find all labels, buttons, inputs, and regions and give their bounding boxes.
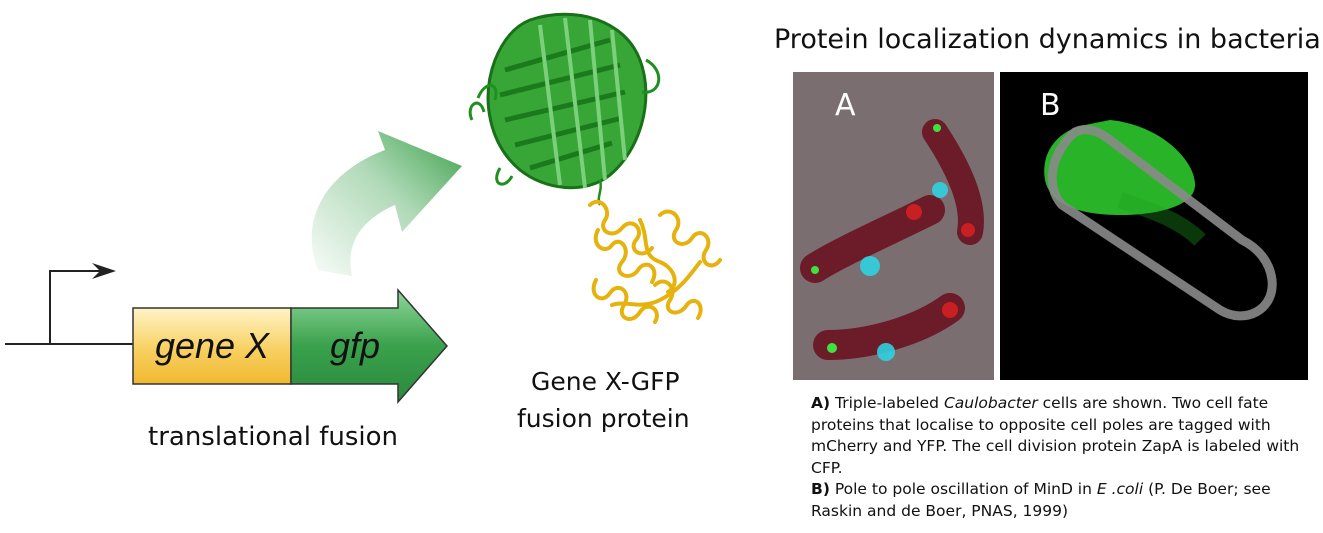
- caption-b-text-1: Pole to pole oscillation of MinD in: [829, 480, 1097, 498]
- panel-a-letter: A: [835, 88, 856, 123]
- caption-b-species: E .coli: [1096, 480, 1144, 498]
- panel-a: A: [793, 72, 994, 380]
- fusion-protein-label-line2: fusion protein: [517, 404, 690, 433]
- caption-a: A) Triple-labeled Caulobacter cells are …: [811, 393, 1311, 479]
- caption-b-text-2: (P. De Boer; see Raskin and de Boer, PNA…: [811, 480, 1271, 520]
- caption-a-species: Caulobacter: [943, 394, 1038, 412]
- gene-x-segment: gene X: [132, 307, 292, 385]
- gene-x-protein-illustration: [588, 199, 722, 324]
- figure-caption: A) Triple-labeled Caulobacter cells are …: [811, 393, 1311, 522]
- gfp-segment: gfp: [290, 288, 448, 404]
- gfp-structure-illustration: [468, 12, 661, 206]
- gfp-label: gfp: [330, 325, 380, 366]
- caulobacter-cells-illustration: [793, 72, 994, 380]
- panel-b-letter: B: [1040, 88, 1061, 123]
- panel-b: B: [1000, 72, 1308, 380]
- caption-a-text-2: cells are shown. Two cell fate proteins …: [811, 394, 1300, 477]
- fusion-protein-label-line1: Gene X-GFP: [531, 367, 680, 396]
- ecoli-cell-illustration: [1000, 72, 1308, 380]
- caption-a-label: A): [811, 394, 831, 412]
- caption-b: B) Pole to pole oscillation of MinD in E…: [811, 479, 1311, 522]
- caption-b-label: B): [811, 480, 830, 498]
- caption-a-text-1: Triple-labeled: [830, 394, 944, 412]
- translation-arrow: [311, 131, 462, 276]
- translational-fusion-label: translational fusion: [148, 422, 399, 452]
- gene-x-label: gene X: [155, 325, 271, 366]
- figure-title: Protein localization dynamics in bacteri…: [774, 24, 1321, 55]
- promoter: [5, 263, 134, 345]
